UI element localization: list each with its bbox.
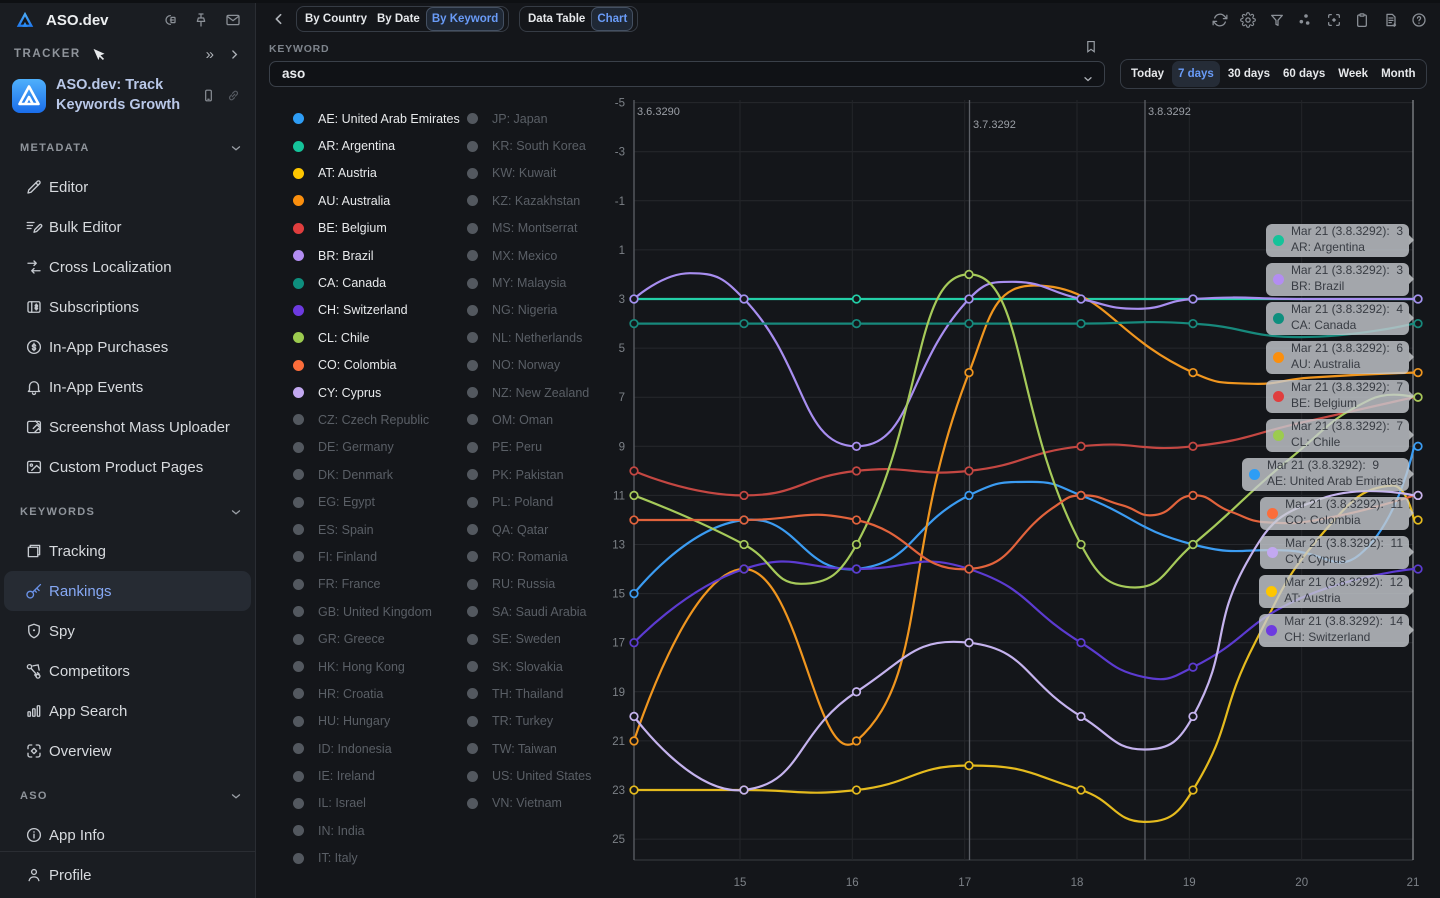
svg-text:3.7.3292: 3.7.3292 — [973, 119, 1016, 131]
svg-text:13: 13 — [612, 540, 625, 552]
svg-text:20: 20 — [1295, 877, 1308, 889]
svg-text:5: 5 — [619, 343, 625, 355]
svg-text:-5: -5 — [615, 98, 625, 110]
svg-text:16: 16 — [846, 877, 859, 889]
svg-text:3: 3 — [619, 294, 625, 306]
svg-text:21: 21 — [612, 736, 625, 748]
svg-text:-1: -1 — [615, 196, 625, 208]
svg-text:7: 7 — [619, 392, 625, 404]
svg-text:15: 15 — [734, 877, 747, 889]
svg-text:21: 21 — [1407, 877, 1420, 889]
svg-text:25: 25 — [612, 834, 625, 846]
svg-text:-3: -3 — [615, 147, 625, 159]
svg-text:15: 15 — [612, 589, 625, 601]
svg-text:23: 23 — [612, 785, 625, 797]
svg-text:1: 1 — [619, 245, 625, 257]
svg-text:19: 19 — [612, 687, 625, 699]
svg-text:17: 17 — [612, 638, 625, 650]
svg-text:9: 9 — [619, 441, 625, 453]
svg-text:3.8.3292: 3.8.3292 — [1148, 106, 1191, 118]
svg-text:3.6.3290: 3.6.3290 — [637, 106, 680, 118]
svg-text:17: 17 — [958, 877, 971, 889]
svg-text:19: 19 — [1183, 877, 1196, 889]
svg-text:18: 18 — [1071, 877, 1084, 889]
svg-text:11: 11 — [613, 490, 625, 502]
